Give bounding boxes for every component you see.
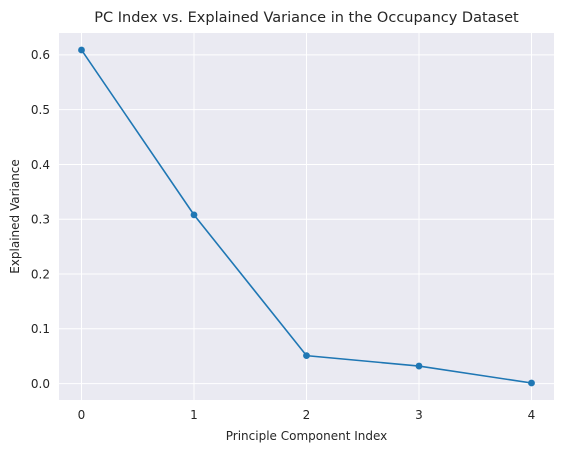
y-tick-label: 0.6 [31, 48, 50, 62]
y-axis-label: Explained Variance [8, 159, 22, 274]
data-point [528, 379, 535, 387]
y-tick-label: 0.1 [31, 322, 50, 336]
x-tick-label: 1 [190, 408, 198, 422]
y-tick-label: 0.4 [31, 158, 50, 172]
x-axis-label: Principle Component Index [226, 429, 388, 443]
y-tick-label: 0.5 [31, 103, 50, 117]
x-tick-label: 4 [528, 408, 536, 422]
data-point [415, 362, 423, 370]
x-tick-label: 2 [303, 408, 311, 422]
data-point [303, 352, 310, 360]
y-tick-label: 0.0 [31, 377, 50, 391]
x-tick-label: 3 [415, 408, 423, 422]
series-layer [78, 46, 535, 387]
y-axis-ticks: 0.0 0.1 0.2 0.3 0.4 0.5 0.6 [31, 48, 50, 391]
data-point [190, 211, 198, 219]
data-point [78, 46, 85, 54]
y-tick-label: 0.3 [31, 213, 50, 227]
y-tick-label: 0.2 [31, 267, 50, 281]
x-tick-label: 0 [78, 408, 86, 422]
chart-title: PC Index vs. Explained Variance in the O… [94, 10, 519, 26]
x-axis-ticks: 0 1 2 3 4 [78, 408, 536, 422]
